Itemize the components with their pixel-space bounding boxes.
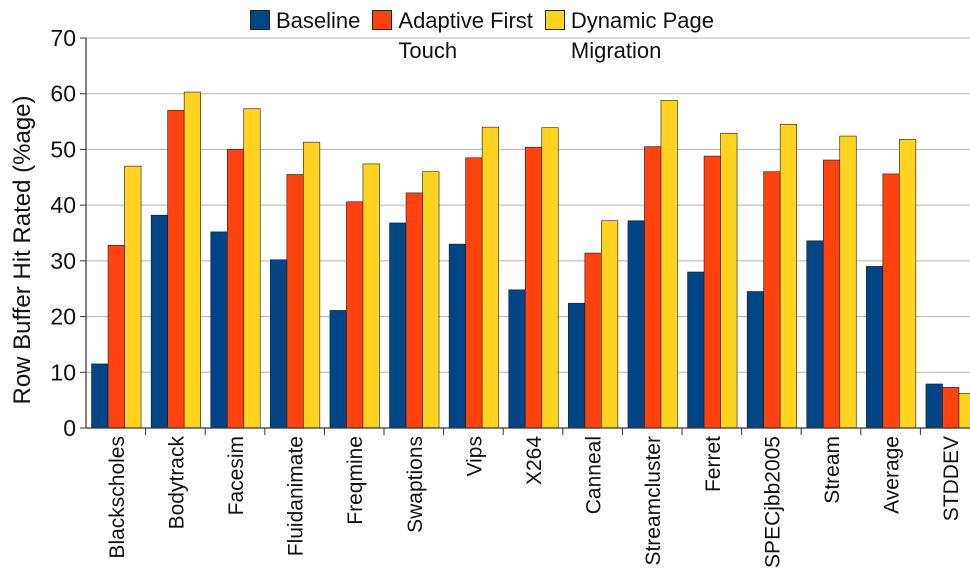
bar-dynamic-page-migration — [839, 135, 857, 429]
y-tick-label: 70 — [50, 25, 76, 51]
bar-dynamic-page-migration — [779, 124, 797, 429]
bar-adaptive-first-touch — [703, 155, 721, 429]
x-tick-label: X264 — [523, 436, 546, 485]
x-tick-labels: Blackscholes Bodytrack Facesim Fluidanimate… — [106, 436, 963, 568]
legend-item-baseline: Baseline — [250, 6, 360, 66]
x-tick-label: Blackscholes — [106, 436, 129, 559]
bar-baseline — [448, 243, 466, 429]
bar-baseline — [746, 291, 764, 429]
bar-dynamic-page-migration — [958, 393, 970, 429]
bar-adaptive-first-touch — [226, 149, 245, 429]
legend: Baseline Adaptive First Touch Dynamic Pa… — [250, 6, 714, 66]
bar-dynamic-page-migration — [422, 171, 440, 429]
x-tick-label: Average — [881, 436, 904, 514]
legend-swatch-baseline — [250, 10, 270, 30]
bar-adaptive-first-touch — [346, 201, 364, 429]
x-tick-label: Ferret — [702, 436, 725, 492]
bar-dynamic-page-migration — [601, 220, 619, 429]
legend-item-adaptive-first-touch: Adaptive First Touch — [372, 6, 533, 66]
x-tick-label: Bodytrack — [165, 436, 188, 530]
bar-baseline — [150, 214, 168, 429]
bar-dynamic-page-migration — [362, 163, 380, 429]
bar-baseline — [687, 271, 705, 429]
bar-dynamic-page-migration — [243, 108, 261, 429]
bar-adaptive-first-touch — [763, 171, 781, 429]
bar-baseline — [329, 310, 347, 429]
y-tick-label: 60 — [50, 81, 76, 107]
bar-dynamic-page-migration — [124, 165, 142, 429]
bar-baseline — [508, 289, 526, 429]
bar-baseline — [91, 363, 109, 429]
x-tick-label: Freqmine — [344, 436, 367, 525]
bar-dynamic-page-migration — [720, 132, 738, 429]
axes — [85, 38, 970, 435]
y-tick-label: 40 — [50, 192, 76, 218]
bar-adaptive-first-touch — [822, 159, 841, 429]
bar-dynamic-page-migration — [899, 139, 917, 429]
legend-item-dynamic-page-migration: Dynamic Page Migration — [544, 6, 714, 66]
bar-baseline — [627, 220, 645, 429]
bar-adaptive-first-touch — [584, 252, 602, 429]
y-tick-label: 50 — [50, 136, 76, 162]
legend-label-baseline: Baseline — [276, 8, 361, 33]
bar-adaptive-first-touch — [882, 173, 900, 429]
bar-dynamic-page-migration — [541, 127, 559, 429]
bar-dynamic-page-migration — [481, 126, 499, 429]
bar-baseline — [866, 266, 884, 429]
x-tick-label: Fluidanimate — [285, 436, 308, 556]
y-tick-label: 20 — [50, 304, 76, 330]
bar-baseline — [806, 240, 824, 429]
x-tick-label: STDDEV — [940, 436, 963, 521]
bar-adaptive-first-touch — [524, 146, 543, 429]
bar-dynamic-page-migration — [183, 91, 201, 429]
x-tick-label: Stream — [821, 436, 844, 504]
y-axis-label: Row Buffer Hit Rated (%age) — [9, 95, 36, 404]
bars — [91, 91, 970, 429]
bar-adaptive-first-touch — [107, 244, 125, 429]
bar-baseline — [389, 222, 407, 429]
y-tick-label: 30 — [50, 248, 76, 274]
legend-swatch-adaptive-first-touch — [372, 10, 393, 30]
bar-adaptive-first-touch — [942, 387, 960, 429]
bar-adaptive-first-touch — [465, 157, 483, 429]
legend-label-dynamic-page-migration: Dynamic Page Migration — [570, 8, 714, 63]
bar-adaptive-first-touch — [286, 174, 304, 429]
x-tick-label: Canneal — [583, 436, 606, 514]
bar-baseline — [210, 231, 228, 429]
bar-baseline — [270, 259, 288, 429]
bar-adaptive-first-touch — [167, 110, 185, 429]
bar-baseline — [925, 383, 943, 429]
x-tick-label: Facesim — [225, 436, 248, 515]
x-tick-label: SPECjbb2005 — [761, 436, 784, 568]
bar-baseline — [568, 302, 586, 429]
y-tick-labels: 0 10 20 30 40 50 60 70 — [50, 25, 76, 441]
bar-dynamic-page-migration — [660, 100, 678, 429]
x-tick-label: Streamcluster — [642, 436, 665, 566]
x-tick-label: Swaptions — [404, 436, 427, 533]
bar-adaptive-first-touch — [405, 192, 423, 429]
legend-swatch-dynamic-page-migration — [544, 10, 565, 30]
bar-adaptive-first-touch — [644, 146, 662, 429]
y-tick-label: 0 — [63, 415, 76, 441]
x-tick-label: Vips — [463, 436, 486, 476]
bar-dynamic-page-migration — [303, 141, 321, 429]
y-tick-label: 10 — [50, 359, 76, 385]
legend-label-adaptive-first-touch: Adaptive First Touch — [398, 8, 533, 63]
